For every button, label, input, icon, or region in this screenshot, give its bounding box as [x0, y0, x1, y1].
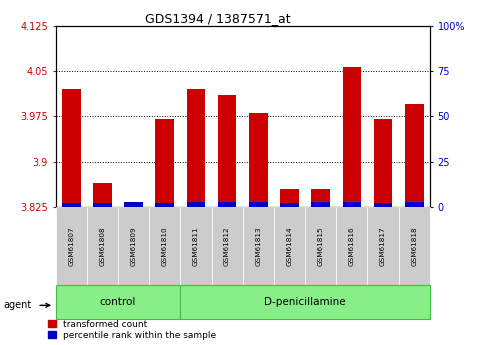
Text: GSM61807: GSM61807: [68, 226, 74, 266]
Legend: transformed count, percentile rank within the sample: transformed count, percentile rank withi…: [48, 319, 216, 340]
Bar: [124, 201, 143, 207]
Bar: [56, 285, 180, 319]
Text: GSM61808: GSM61808: [99, 226, 105, 266]
Text: GSM61815: GSM61815: [318, 226, 324, 266]
Text: GSM61814: GSM61814: [286, 226, 293, 266]
Bar: [312, 189, 330, 207]
Bar: [93, 204, 112, 207]
Text: GSM61813: GSM61813: [256, 226, 261, 266]
Bar: [398, 207, 430, 285]
Bar: [342, 201, 361, 207]
Bar: [280, 204, 299, 207]
Text: D-penicillamine: D-penicillamine: [264, 297, 346, 307]
Bar: [186, 203, 205, 207]
Bar: [368, 207, 398, 285]
Text: GSM61817: GSM61817: [380, 226, 386, 266]
Text: GSM61809: GSM61809: [130, 226, 137, 266]
Bar: [118, 207, 149, 285]
Bar: [180, 285, 430, 319]
Bar: [249, 201, 268, 207]
Bar: [87, 207, 118, 285]
Bar: [312, 201, 330, 207]
Bar: [156, 119, 174, 207]
Bar: [62, 204, 81, 207]
Bar: [186, 89, 205, 207]
Bar: [280, 189, 299, 207]
Bar: [62, 89, 81, 207]
Bar: [212, 207, 242, 285]
Bar: [180, 207, 212, 285]
Bar: [218, 95, 237, 207]
Bar: [149, 207, 180, 285]
Bar: [342, 67, 361, 207]
Text: GSM61811: GSM61811: [193, 226, 199, 266]
Text: GSM61812: GSM61812: [224, 226, 230, 266]
Bar: [93, 183, 112, 207]
Bar: [405, 201, 424, 207]
Bar: [405, 104, 424, 207]
Bar: [374, 204, 392, 207]
Text: GDS1394 / 1387571_at: GDS1394 / 1387571_at: [144, 12, 290, 25]
Bar: [374, 119, 392, 207]
Text: GSM61810: GSM61810: [162, 226, 168, 266]
Text: GSM61816: GSM61816: [349, 226, 355, 266]
Bar: [218, 201, 237, 207]
Bar: [336, 207, 368, 285]
Bar: [249, 114, 268, 207]
Bar: [305, 207, 336, 285]
Bar: [156, 204, 174, 207]
Bar: [56, 207, 87, 285]
Text: GSM61818: GSM61818: [411, 226, 417, 266]
Bar: [274, 207, 305, 285]
Text: agent: agent: [4, 300, 32, 310]
Text: control: control: [100, 297, 136, 307]
Bar: [242, 207, 274, 285]
